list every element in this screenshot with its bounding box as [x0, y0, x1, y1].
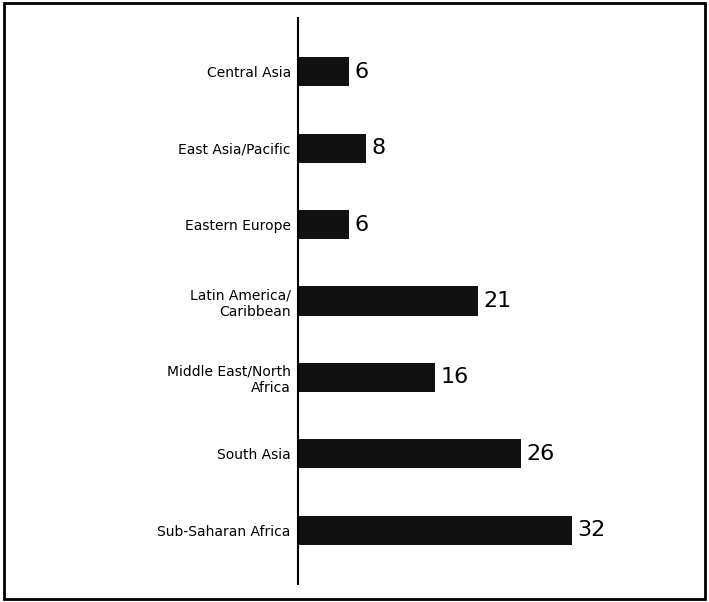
Bar: [298, 210, 350, 239]
Text: 32: 32: [578, 520, 605, 541]
Text: 6: 6: [354, 61, 369, 82]
Bar: [298, 439, 521, 468]
Bar: [298, 363, 435, 392]
Bar: [298, 287, 478, 315]
Bar: [298, 516, 572, 545]
Bar: [298, 134, 367, 163]
Text: 6: 6: [354, 214, 369, 235]
Text: 21: 21: [483, 291, 511, 311]
Text: 8: 8: [372, 138, 386, 158]
Text: 16: 16: [440, 367, 469, 388]
Text: 26: 26: [526, 444, 554, 464]
Bar: [298, 57, 350, 86]
